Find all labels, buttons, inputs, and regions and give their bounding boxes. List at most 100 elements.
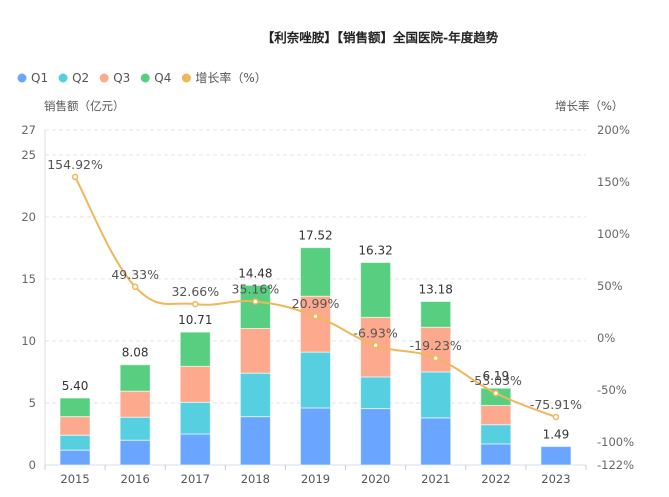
bar-q4-2021 — [420, 300, 452, 328]
bar-q3-2017 — [179, 365, 211, 403]
bar-q2-2019 — [299, 351, 332, 409]
bar-q4-2017 — [179, 331, 211, 367]
bar-q2-2016 — [119, 416, 151, 441]
bar-total-label: 16.32 — [358, 244, 392, 258]
growth-point — [252, 298, 259, 305]
x-tick-label: 2022 — [481, 472, 510, 486]
bar-total-label: 13.18 — [419, 282, 453, 296]
bar-q2-2021 — [420, 371, 452, 419]
growth-label: -75.91% — [530, 397, 582, 412]
legend-label-3: Q3 — [113, 71, 130, 85]
bar-total-label: 14.48 — [238, 266, 272, 280]
growth-point — [312, 312, 319, 320]
bar-q2-2022 — [480, 424, 512, 445]
x-axis: 2015 2016 2017 2018 2019 2020 2021 2022 2023 — [44, 130, 587, 486]
bar-total-label: 5.40 — [62, 379, 89, 393]
legend-label-1: Q1 — [31, 71, 48, 85]
growth-label: -6.93% — [353, 325, 397, 340]
growth-point — [492, 389, 500, 397]
growth-label: -53.03% — [470, 373, 522, 388]
bar-total-labels: 5.40 8.08 10.71 14.48 17.52 16.32 13.18 6.19 1.4… — [62, 229, 570, 442]
x-tick-label: 2016 — [121, 472, 150, 486]
bar-q1-2019 — [299, 407, 332, 466]
growth-line: 154.92% 49.33% 32.66% 35.16% 20.99% -6.93% -19… — [47, 157, 582, 421]
bar-total-label: 10.71 — [178, 313, 212, 327]
bar-q1-2020 — [360, 408, 392, 466]
y2-tick-label: -50% — [597, 383, 627, 397]
y-axis-ticks: 0 5 10 15 20 25 27 — [21, 123, 36, 472]
growth-point — [372, 342, 379, 349]
bar-q3-2015 — [59, 416, 91, 436]
bar-q1-2022 — [480, 443, 512, 466]
y-tick-label: 27 — [21, 123, 36, 137]
y-tick-label: 15 — [21, 272, 36, 286]
bar-q2-2017 — [179, 401, 211, 435]
x-tick-label: 2015 — [60, 472, 89, 486]
bar-q4-2018 — [239, 284, 271, 330]
bar-q4-2022 — [480, 387, 512, 406]
bar-q3-2021 — [420, 326, 452, 373]
y-tick-label: 10 — [21, 334, 36, 348]
x-tick-label: 2019 — [301, 472, 330, 486]
legend-marker-4 — [140, 73, 150, 83]
legend-marker-3 — [99, 73, 109, 83]
x-tick-label: 2023 — [541, 472, 570, 486]
y2-tick-label: 50% — [597, 279, 623, 293]
bar-q3-2019 — [299, 295, 332, 353]
growth-label: 20.99% — [292, 296, 340, 311]
growth-label: 154.92% — [47, 157, 103, 172]
bar-q2-2015 — [59, 434, 91, 451]
y2-tick-label: 0% — [597, 331, 615, 345]
growth-point — [131, 283, 139, 291]
bar-q3-2016 — [119, 390, 151, 418]
growth-label: 49.33% — [111, 267, 159, 282]
x-tick-label: 2017 — [181, 472, 210, 486]
y-tick-label: 5 — [29, 396, 36, 410]
bar-q1-2015 — [59, 449, 91, 466]
legend-label-4: Q4 — [154, 71, 171, 85]
growth-point — [552, 413, 560, 421]
legend-label-2: Q2 — [72, 71, 89, 85]
y2-tick-label: 150% — [597, 175, 630, 189]
y2-axis-title: 增长率（%） — [555, 99, 623, 113]
growth-point — [192, 300, 199, 308]
legend-marker-5 — [181, 73, 191, 83]
y2-tick-label: -100% — [597, 435, 634, 449]
bar-q4-2016 — [119, 364, 151, 392]
bar-q1-2018 — [239, 416, 271, 466]
bar-q1-2021 — [420, 417, 452, 466]
growth-label: 35.16% — [232, 281, 280, 296]
bar-total-label: 8.08 — [122, 346, 149, 360]
bar-q2-2020 — [360, 376, 392, 410]
legend-label-5: 增长率（%） — [195, 70, 266, 85]
y-tick-label: 0 — [29, 458, 36, 472]
growth-label: 32.66% — [171, 284, 219, 299]
legend-marker-2 — [58, 73, 68, 83]
bar-total-label: 17.52 — [298, 229, 332, 243]
bar-q4-2015 — [59, 397, 91, 418]
chart-title: 【利奈唑胺】【销售额】全国医院-年度趋势 — [262, 30, 499, 45]
y2-tick-label: 100% — [597, 227, 630, 241]
y2-tick-label: -122% — [597, 458, 634, 472]
legend-marker-1 — [17, 73, 27, 83]
y2-axis-ticks: 200% 150% 100% 50% 0% -50% -100% -122% — [597, 123, 634, 472]
y-tick-label: 20 — [21, 210, 36, 224]
bar-q4-2020 — [360, 262, 392, 318]
x-tick-label: 2021 — [421, 472, 450, 486]
y-axis-title: 销售额（亿元） — [44, 99, 125, 113]
y2-tick-label: 200% — [597, 123, 630, 137]
bar-total-label: 1.49 — [543, 428, 570, 442]
bar-q3-2018 — [239, 328, 271, 374]
growth-label: -19.23% — [410, 338, 462, 353]
bar-q4-2019 — [299, 247, 332, 297]
legend: Q1 Q2 Q3 Q4 增长率（%） — [17, 70, 267, 85]
bar-q2-2018 — [239, 372, 271, 418]
growth-point — [71, 173, 79, 181]
bar-q1-2023 — [540, 446, 572, 466]
bar-total-label: 6.19 — [482, 369, 509, 383]
growth-point — [432, 354, 439, 362]
y-tick-label: 25 — [21, 148, 36, 162]
bar-q1-2016 — [119, 439, 151, 466]
bar-q1-2017 — [179, 433, 211, 466]
